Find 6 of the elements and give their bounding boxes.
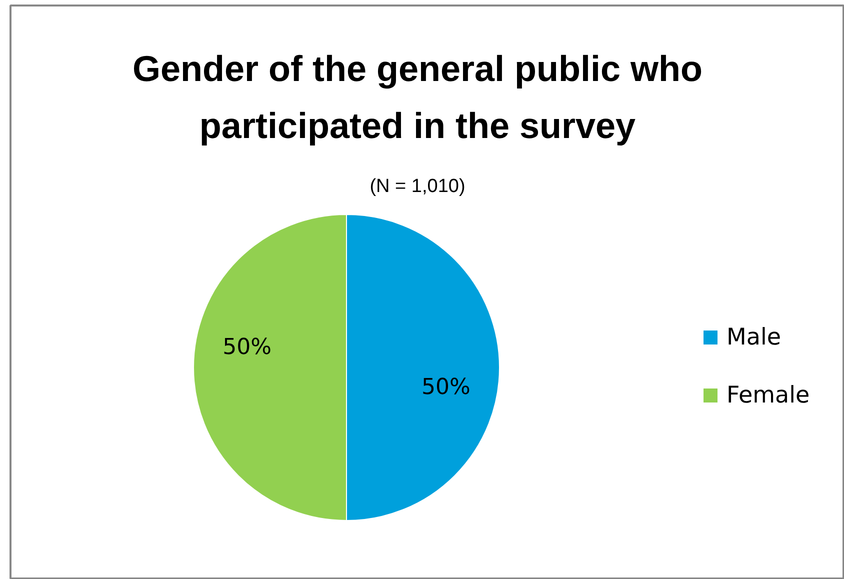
chart-subtitle: (N = 1,010) [370, 176, 466, 197]
data-label: 50% [222, 335, 272, 360]
legend-label: Male [726, 324, 781, 350]
chart-title: Gender of the general public who participated in the survey [132, 48, 703, 146]
data-label: 50% [422, 375, 470, 400]
legend-label: Female [726, 382, 810, 408]
